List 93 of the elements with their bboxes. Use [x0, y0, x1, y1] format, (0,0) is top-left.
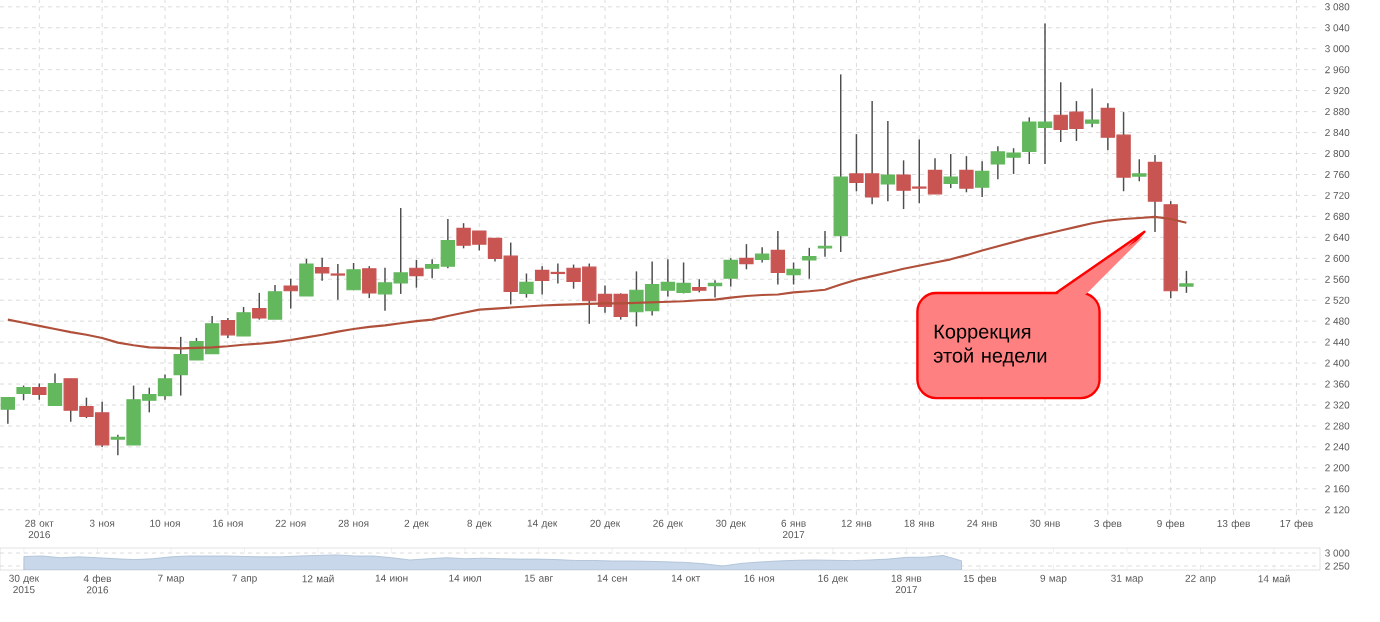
x-tick-label: 14 май	[1258, 574, 1290, 583]
x-tick-label: 10 ноя	[150, 519, 180, 527]
y-tick-label: 3 040	[1325, 24, 1350, 32]
candlestick	[519, 272, 534, 299]
x-tick-label: 30 дек	[715, 519, 746, 529]
candlestick	[974, 160, 990, 198]
candlestick	[1132, 158, 1147, 183]
candlestick	[409, 259, 424, 289]
y-tick-label: 2 520	[1325, 296, 1350, 304]
x-tick-label: 14 июл	[449, 574, 482, 582]
candlestick	[346, 262, 361, 291]
y-tick-label: 2 760	[1325, 170, 1350, 179]
y-tick-label: 2 920	[1325, 87, 1350, 95]
x-tick-label: 17 фев	[1280, 519, 1313, 530]
x-tick-label: 9 мар	[1040, 574, 1067, 584]
y-tick-label: 2 600	[1325, 254, 1350, 262]
candlestick	[252, 292, 267, 321]
annotation: Коррекция этой недели	[933, 324, 1047, 367]
x-tick-label: 16 ноя	[213, 519, 243, 527]
x-tick-label: 12 май	[302, 574, 334, 583]
candlestick	[424, 258, 440, 279]
x-tick-label: 18 янв	[904, 519, 935, 527]
y-tick-label: 2 960	[1325, 66, 1350, 74]
y-tick-label: 2 480	[1325, 317, 1350, 325]
x-tick-label: 30 дек 2015	[9, 574, 40, 594]
y-tick-label: 2 800	[1325, 149, 1350, 158]
y-tick-label: 2 840	[1325, 129, 1350, 137]
x-tick-label: 24 янв	[967, 519, 998, 527]
x-tick-label: 7 апр	[232, 574, 257, 584]
x-tick-label: 18 янв 2017	[891, 574, 922, 594]
x-tick-label: 28 ноя	[338, 519, 369, 527]
x-tick-label: 2 дек	[404, 519, 429, 529]
x-tick-label: 6 янв 2017	[781, 519, 806, 539]
candlestick	[739, 243, 754, 271]
candlestick	[283, 277, 298, 310]
y-tick-label: 2 880	[1325, 108, 1350, 116]
x-tick-label: 14 июн	[375, 574, 408, 582]
y-tick-label: 2 560	[1325, 275, 1350, 283]
x-tick-label: 16 ноя	[744, 574, 775, 582]
candlestick	[47, 372, 63, 407]
candlestick	[236, 306, 251, 337]
y-tick-label: 2 680	[1325, 212, 1350, 220]
y-tick-label: 2 240	[1325, 443, 1350, 451]
y-tick-label: 2 320	[1325, 401, 1350, 409]
candlestick	[534, 265, 550, 296]
candlestick	[880, 120, 896, 202]
candlestick	[723, 257, 738, 288]
x-tick-label: 31 мар	[1111, 574, 1143, 584]
y-tick-label: 2 250	[1325, 562, 1350, 570]
x-tick-label: 28 окт 2016	[25, 519, 54, 539]
y-tick-label: 2 360	[1325, 380, 1350, 388]
y-tick-label: 2 720	[1325, 191, 1350, 199]
candlestick	[943, 153, 958, 189]
x-tick-label: 4 фев 2016	[83, 574, 111, 594]
candlestick	[220, 317, 236, 339]
y-tick-label: 2 440	[1325, 338, 1350, 346]
x-tick-label: 30 янв	[1030, 519, 1060, 527]
y-tick-label: 3 000	[1325, 45, 1350, 53]
x-tick-label: 13 фев	[1217, 519, 1250, 530]
y-tick-label: 2 120	[1325, 506, 1350, 514]
y-tick-label: 2 200	[1325, 464, 1350, 472]
candlestick	[0, 396, 16, 425]
candlestick	[770, 230, 786, 286]
candlestick	[786, 261, 801, 286]
x-tick-label: 22 ноя	[275, 519, 306, 527]
y-tick-label: 2 640	[1325, 233, 1350, 241]
y-tick-label: 3 080	[1325, 3, 1350, 11]
y-tick-label: 2 280	[1325, 422, 1350, 430]
candlestick	[1179, 270, 1194, 294]
x-tick-label: 15 авг	[524, 574, 553, 582]
candlestick	[1084, 87, 1100, 129]
candlestick	[707, 279, 723, 299]
candlestick	[959, 155, 974, 194]
candlestick	[314, 257, 330, 282]
x-tick-label: 16 дек	[818, 574, 848, 584]
y-tick-label: 2 400	[1325, 359, 1350, 367]
y-tick-label: 3 000	[1325, 549, 1350, 557]
candlestick	[802, 247, 817, 280]
x-tick-label: 3 фев	[1094, 519, 1122, 530]
x-tick-label: 7 мар	[158, 574, 185, 584]
x-tick-label: 14 дек	[527, 519, 558, 529]
y-tick-label: 2 160	[1325, 485, 1350, 493]
x-tick-label: 9 фев	[1157, 519, 1185, 530]
x-tick-label: 26 дек	[653, 519, 683, 529]
x-tick-label: 8 дек	[467, 519, 492, 529]
x-tick-label: 14 окт	[671, 574, 701, 582]
x-tick-label: 22 апр	[1185, 574, 1216, 584]
x-tick-label: 20 дек	[590, 519, 621, 529]
x-tick-label: 15 фев	[963, 574, 997, 585]
candlestick	[330, 263, 346, 301]
x-tick-label: 14 сен	[597, 574, 627, 582]
x-tick-label: 12 янв	[841, 519, 872, 527]
x-tick-label: 3 ноя	[89, 519, 115, 527]
